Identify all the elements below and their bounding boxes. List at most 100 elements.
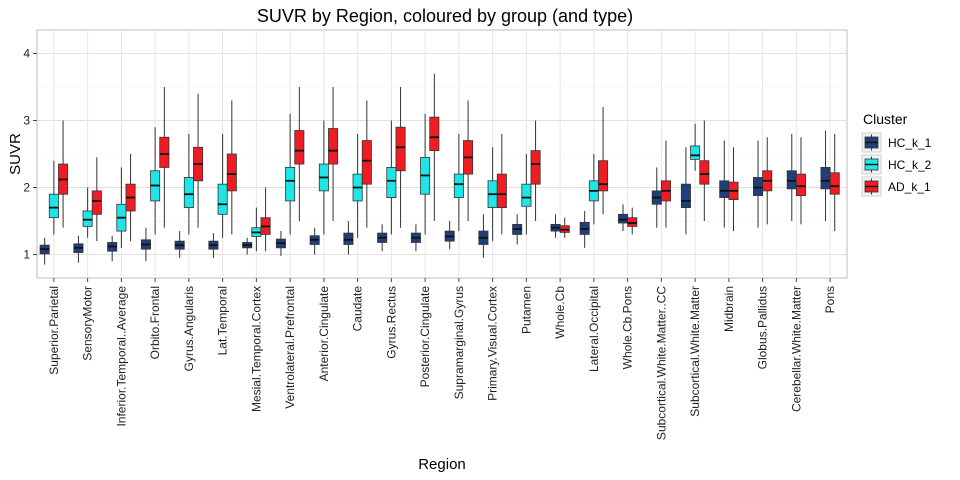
box-ad-k-1 bbox=[660, 140, 671, 228]
x-tick-label: Gyrus.Angularis bbox=[182, 286, 196, 371]
chart-title: SUVR by Region, coloured by group (and t… bbox=[257, 6, 633, 26]
legend-title: Cluster bbox=[863, 111, 908, 127]
x-tick-label: Midbrain bbox=[722, 286, 736, 332]
box-body bbox=[294, 130, 305, 165]
box-ad-k-1 bbox=[91, 157, 102, 242]
box-ad-k-1 bbox=[328, 86, 339, 222]
box-hc-k-2 bbox=[116, 167, 127, 248]
box-hc-k-1 bbox=[680, 147, 691, 235]
x-tick-label: SensoryMotor bbox=[81, 286, 95, 361]
legend-label: HC_k_1 bbox=[888, 136, 932, 150]
box-body bbox=[453, 173, 464, 198]
box-body bbox=[183, 177, 194, 209]
box-ad-k-1 bbox=[699, 120, 710, 222]
box-ad-k-1 bbox=[361, 100, 372, 228]
x-tick-label: Ventrolateral.Prefrontal bbox=[283, 286, 297, 409]
x-tick-label: Lat.Temporal bbox=[216, 286, 230, 355]
box-hc-k-1 bbox=[309, 227, 320, 255]
x-tick-label: Cerebellar.White.Matter bbox=[789, 286, 803, 412]
box-body bbox=[786, 170, 797, 190]
x-tick-label: Mesial.Temporal.Cortex bbox=[249, 286, 263, 412]
box-ad-k-1 bbox=[627, 207, 638, 235]
box-hc-k-1 bbox=[377, 224, 388, 252]
box-ad-k-1 bbox=[598, 107, 609, 215]
x-tick-label: Orbito.Frontal bbox=[148, 286, 162, 359]
box-body bbox=[530, 150, 541, 185]
box-hc-k-2 bbox=[352, 133, 363, 238]
box-body bbox=[217, 183, 228, 215]
box-hc-k-2 bbox=[521, 154, 532, 235]
box-body bbox=[91, 190, 102, 215]
box-body bbox=[690, 145, 701, 160]
box-body bbox=[328, 128, 339, 165]
box-hc-k-2 bbox=[453, 133, 464, 232]
box-hc-k-1 bbox=[140, 227, 151, 262]
box-body bbox=[680, 183, 691, 209]
y-tick-label: 2 bbox=[23, 181, 30, 195]
box-ad-k-1 bbox=[728, 147, 739, 232]
x-tick-label: Gyrus.Rectus bbox=[384, 286, 398, 359]
box-body bbox=[343, 232, 354, 245]
box-body bbox=[361, 140, 372, 185]
box-body bbox=[496, 173, 507, 209]
box-hc-k-2 bbox=[285, 113, 296, 235]
box-hc-k-2 bbox=[690, 123, 701, 171]
x-tick-label: Pons bbox=[823, 286, 837, 313]
box-body bbox=[48, 193, 59, 219]
box-ad-k-1 bbox=[260, 187, 271, 252]
x-tick-label: Subcortical.White.Matter bbox=[688, 286, 702, 417]
legend-label: AD_k_1 bbox=[888, 180, 931, 194]
box-ad-k-1 bbox=[226, 100, 237, 235]
box-series bbox=[39, 73, 840, 265]
box-hc-k-2 bbox=[217, 133, 228, 238]
box-ad-k-1 bbox=[829, 133, 840, 232]
x-axis-ticks: Superior.Parietal SensoryMotor Inferior.Te… bbox=[47, 278, 837, 440]
box-ad-k-1 bbox=[463, 100, 474, 222]
box-hc-k-1 bbox=[410, 224, 421, 252]
x-tick-label: Lateral.Occipital bbox=[587, 286, 601, 372]
box-ad-k-1 bbox=[496, 133, 507, 235]
box-ad-k-1 bbox=[559, 217, 570, 238]
x-tick-label: Inferior.Temporal..Average bbox=[114, 286, 128, 427]
legend-item-ad-k-1: AD_k_1 bbox=[861, 176, 931, 197]
box-hc-k-2 bbox=[420, 113, 431, 235]
box-body bbox=[699, 160, 710, 185]
box-body bbox=[159, 136, 170, 168]
x-tick-label: Subcortical.White.Matter..CC bbox=[654, 286, 668, 440]
x-tick-label: Whole.Cb bbox=[553, 286, 567, 339]
x-tick-label: Primary.Visual.Cortex bbox=[486, 286, 500, 401]
box-body bbox=[753, 177, 764, 196]
x-tick-label: Caudate bbox=[351, 286, 365, 332]
box-body bbox=[719, 180, 730, 198]
y-axis-ticks: 1 2 3 4 bbox=[23, 46, 37, 262]
box-hc-k-1 bbox=[579, 210, 590, 248]
box-body bbox=[795, 173, 806, 196]
box-ad-k-1 bbox=[795, 137, 806, 225]
box-hc-k-2 bbox=[183, 133, 194, 235]
box-hc-k-2 bbox=[48, 160, 59, 235]
box-hc-k-1 bbox=[343, 221, 354, 255]
legend: Cluster HC_k_1 HC_k_2 AD_k_1 bbox=[861, 111, 932, 197]
box-ad-k-1 bbox=[294, 86, 305, 222]
box-hc-k-2 bbox=[82, 187, 93, 238]
box-body bbox=[598, 160, 609, 192]
box-ad-k-1 bbox=[58, 120, 69, 228]
box-hc-k-1 bbox=[174, 231, 185, 258]
x-tick-label: Posterior.Cingulate bbox=[418, 286, 432, 388]
box-hc-k-1 bbox=[444, 221, 455, 250]
y-tick-label: 1 bbox=[23, 248, 30, 262]
box-body bbox=[386, 167, 397, 198]
box-hc-k-1 bbox=[39, 237, 50, 265]
box-body bbox=[429, 116, 440, 152]
box-hc-k-1 bbox=[242, 237, 253, 255]
legend-item-hc-k-1: HC_k_1 bbox=[861, 132, 932, 153]
x-axis-title: Region bbox=[418, 456, 466, 473]
box-body bbox=[627, 217, 638, 227]
box-hc-k-2 bbox=[386, 120, 397, 235]
x-tick-label: Supramarginal.Gyrus bbox=[452, 286, 466, 399]
box-body bbox=[285, 167, 296, 202]
box-hc-k-1 bbox=[275, 231, 286, 256]
y-tick-label: 3 bbox=[23, 113, 30, 127]
x-tick-label: Putamen bbox=[519, 286, 533, 334]
